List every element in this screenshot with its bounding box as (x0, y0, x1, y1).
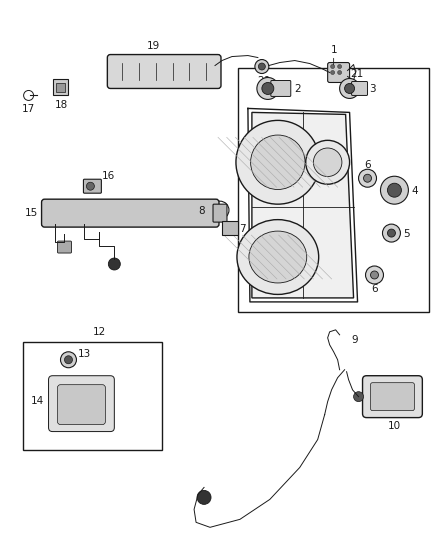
Text: 1: 1 (331, 45, 337, 54)
Polygon shape (252, 112, 353, 298)
Circle shape (262, 83, 274, 94)
FancyBboxPatch shape (53, 79, 68, 95)
FancyBboxPatch shape (42, 199, 219, 227)
Circle shape (366, 266, 384, 284)
FancyBboxPatch shape (328, 62, 350, 83)
FancyBboxPatch shape (49, 376, 114, 432)
Circle shape (251, 135, 305, 190)
Text: 18: 18 (55, 100, 68, 110)
Circle shape (353, 392, 364, 402)
Circle shape (338, 64, 342, 69)
Circle shape (371, 271, 378, 279)
Circle shape (108, 258, 120, 270)
Circle shape (331, 64, 335, 69)
Circle shape (381, 176, 408, 204)
Circle shape (197, 490, 211, 504)
Circle shape (339, 78, 360, 99)
Circle shape (382, 224, 400, 242)
FancyBboxPatch shape (57, 241, 71, 253)
Circle shape (60, 352, 77, 368)
Circle shape (314, 148, 342, 176)
Text: 14: 14 (31, 396, 44, 406)
Bar (238, 68, 429, 312)
Text: 19: 19 (147, 41, 160, 51)
Circle shape (64, 356, 72, 364)
Circle shape (255, 60, 269, 74)
FancyBboxPatch shape (352, 82, 367, 95)
Text: 8: 8 (198, 206, 205, 216)
Text: 13: 13 (78, 349, 91, 359)
FancyBboxPatch shape (271, 80, 291, 96)
Text: 20: 20 (257, 76, 270, 86)
Text: 16: 16 (102, 171, 115, 181)
Circle shape (331, 70, 335, 75)
FancyBboxPatch shape (222, 221, 238, 235)
Text: 4: 4 (411, 186, 418, 196)
Circle shape (236, 120, 320, 204)
Text: 15: 15 (25, 208, 38, 218)
Text: 2: 2 (294, 84, 300, 94)
Circle shape (216, 206, 224, 214)
Text: 7: 7 (239, 224, 246, 234)
Text: 3: 3 (370, 84, 376, 94)
Text: 5: 5 (403, 229, 410, 239)
Text: 12: 12 (93, 327, 106, 337)
FancyBboxPatch shape (57, 385, 106, 425)
Text: 21: 21 (350, 69, 364, 78)
Circle shape (359, 169, 377, 187)
Circle shape (364, 174, 371, 182)
Circle shape (388, 183, 401, 197)
FancyBboxPatch shape (371, 383, 414, 410)
Circle shape (258, 63, 265, 70)
Bar (23, 342, 162, 449)
FancyBboxPatch shape (213, 204, 227, 222)
Text: 6: 6 (364, 160, 371, 170)
FancyBboxPatch shape (363, 376, 422, 417)
Text: 6: 6 (371, 284, 378, 294)
Circle shape (388, 229, 396, 237)
Circle shape (338, 70, 342, 75)
Ellipse shape (237, 220, 319, 294)
Circle shape (86, 182, 95, 190)
FancyBboxPatch shape (107, 54, 221, 88)
Text: 17: 17 (22, 104, 35, 115)
Ellipse shape (249, 231, 307, 283)
FancyBboxPatch shape (83, 179, 101, 193)
FancyBboxPatch shape (56, 83, 65, 92)
Text: 10: 10 (388, 421, 401, 431)
Circle shape (306, 140, 350, 184)
Text: 9: 9 (352, 335, 358, 345)
Circle shape (257, 77, 279, 100)
Circle shape (345, 84, 355, 93)
